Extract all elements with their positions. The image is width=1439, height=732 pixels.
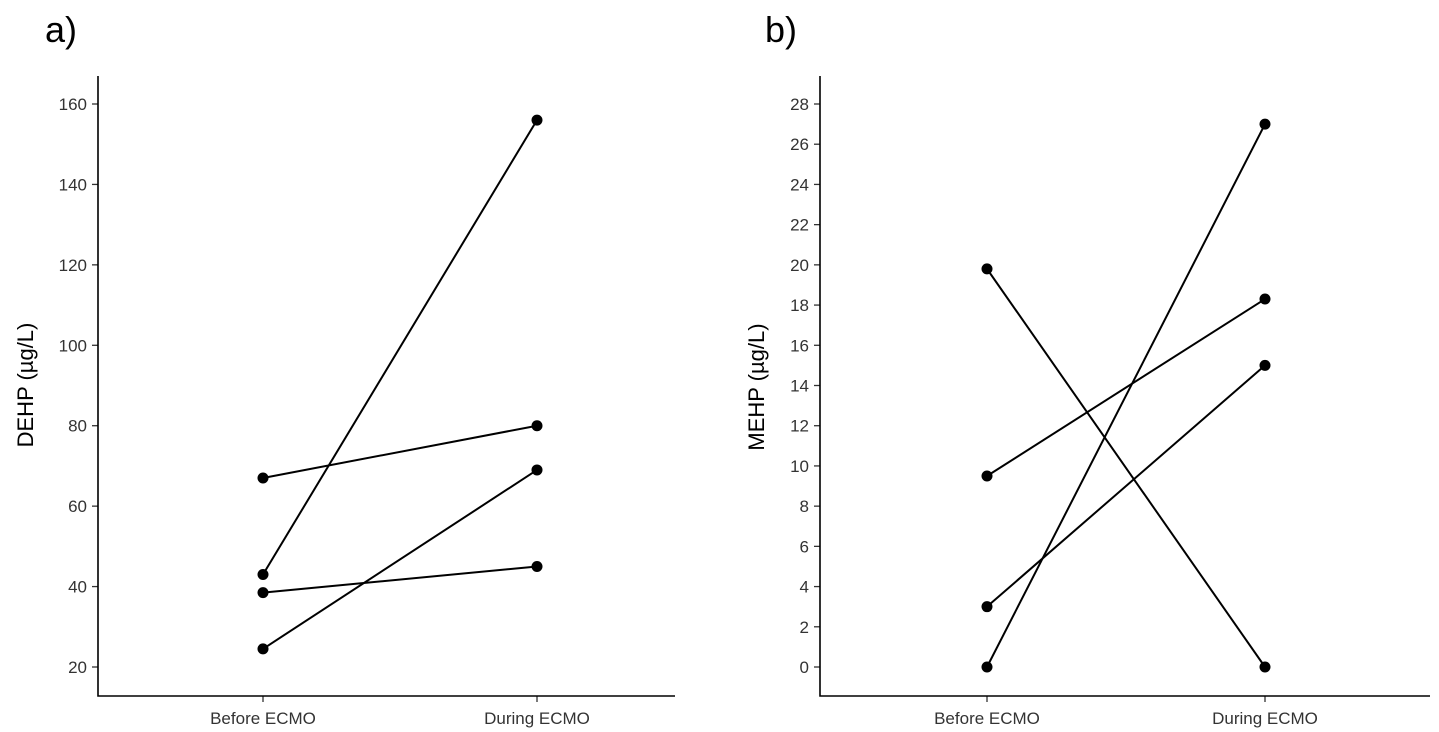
panel-a-y-axis-title: DEHP (µg/L) bbox=[13, 323, 38, 448]
panel-a-label: a) bbox=[45, 9, 77, 50]
panel-b-y-tick-label-7: 14 bbox=[790, 377, 809, 396]
panel-a-series bbox=[257, 114, 543, 655]
panel-a-series-2-point-1 bbox=[531, 560, 543, 572]
panel-b-axes bbox=[819, 76, 1430, 697]
panel-b-chart: b) MEHP (µg/L) 0246810121416182022242628… bbox=[744, 9, 1430, 728]
panel-a-y-tick-label-2: 60 bbox=[68, 497, 87, 516]
panel-b-x-tick-label-1: During ECMO bbox=[1212, 709, 1318, 728]
panel-a-y-tick-label-4: 100 bbox=[59, 336, 87, 355]
panel-b-series-0-line bbox=[986, 268, 1266, 668]
panel-b-y-tick-label-9: 18 bbox=[790, 296, 809, 315]
panel-a-ticks: 20 40 60 80 100 120 140 160 Before ECMO During EC… bbox=[59, 95, 590, 728]
panel-b-series-1-point-0 bbox=[981, 661, 993, 673]
panel-a-series-1-point-1 bbox=[531, 420, 543, 432]
panel-b-y-tick-label-6: 12 bbox=[790, 417, 809, 436]
panel-b-series-1-line bbox=[986, 123, 1266, 668]
panel-b-series bbox=[981, 118, 1271, 673]
panel-b-y-axis-title: MEHP (µg/L) bbox=[744, 323, 769, 450]
panel-b-y-tick-label-12: 24 bbox=[790, 175, 809, 194]
panel-b-series-2-point-0 bbox=[981, 470, 993, 482]
panel-a-y-tick-label-7: 160 bbox=[59, 95, 87, 114]
panel-a-series-3-point-1 bbox=[531, 464, 543, 476]
panel-b-series-3-point-1 bbox=[1259, 359, 1271, 371]
panel-a-y-tick-label-1: 40 bbox=[68, 578, 87, 597]
panel-a-y-tick-label-5: 120 bbox=[59, 256, 87, 275]
panel-a-series-0-line bbox=[262, 119, 538, 576]
panel-b-y-tick-label-3: 6 bbox=[800, 537, 809, 556]
panel-a-y-tick-label-3: 80 bbox=[68, 417, 87, 436]
panel-a-series-0-point-1 bbox=[531, 114, 543, 126]
panel-a-series-2-point-0 bbox=[257, 587, 269, 599]
panel-b-series-2-line bbox=[986, 298, 1266, 477]
panel-a-series-3-line bbox=[262, 469, 538, 650]
panel-a-x-tick-label-0: Before ECMO bbox=[210, 709, 316, 728]
panel-b-y-tick-label-8: 16 bbox=[790, 336, 809, 355]
panel-b-series-2-point-1 bbox=[1259, 293, 1271, 305]
panel-b-series-0-point-1 bbox=[1259, 661, 1271, 673]
panel-b-y-tick-label-2: 4 bbox=[800, 578, 809, 597]
panel-b-y-tick-label-14: 28 bbox=[790, 95, 809, 114]
panel-a-x-tick-label-1: During ECMO bbox=[484, 709, 590, 728]
panel-b-y-tick-label-5: 10 bbox=[790, 457, 809, 476]
panel-a-series-2-line bbox=[262, 565, 538, 594]
panel-b-series-3-point-0 bbox=[981, 601, 993, 613]
panel-b-series-0-point-0 bbox=[981, 263, 993, 275]
panel-a-axes bbox=[97, 76, 675, 697]
panel-a-series-1-point-0 bbox=[257, 472, 269, 484]
panel-b-x-tick-label-0: Before ECMO bbox=[934, 709, 1040, 728]
panel-b-y-tick-label-1: 2 bbox=[800, 618, 809, 637]
panel-a-chart: a) DEHP (µg/L) 20 40 60 80 100 120 140 160 Befor… bbox=[13, 9, 675, 728]
panel-a-y-tick-label-6: 140 bbox=[59, 175, 87, 194]
panel-b-y-tick-label-4: 8 bbox=[800, 497, 809, 516]
panel-a-series-3-point-0 bbox=[257, 643, 269, 655]
panel-a-y-tick-label-0: 20 bbox=[68, 658, 87, 677]
panel-b-series-3-line bbox=[986, 364, 1266, 608]
panel-b-label: b) bbox=[765, 9, 797, 50]
panel-a-series-0-point-0 bbox=[257, 569, 269, 581]
panel-b-y-tick-label-13: 26 bbox=[790, 135, 809, 154]
panel-b-series-1-point-1 bbox=[1259, 118, 1271, 130]
panel-b-y-tick-label-11: 22 bbox=[790, 216, 809, 235]
panel-b-y-tick-label-10: 20 bbox=[790, 256, 809, 275]
panel-a-series-1-line bbox=[262, 424, 538, 479]
panel-b-y-tick-label-0: 0 bbox=[800, 658, 809, 677]
